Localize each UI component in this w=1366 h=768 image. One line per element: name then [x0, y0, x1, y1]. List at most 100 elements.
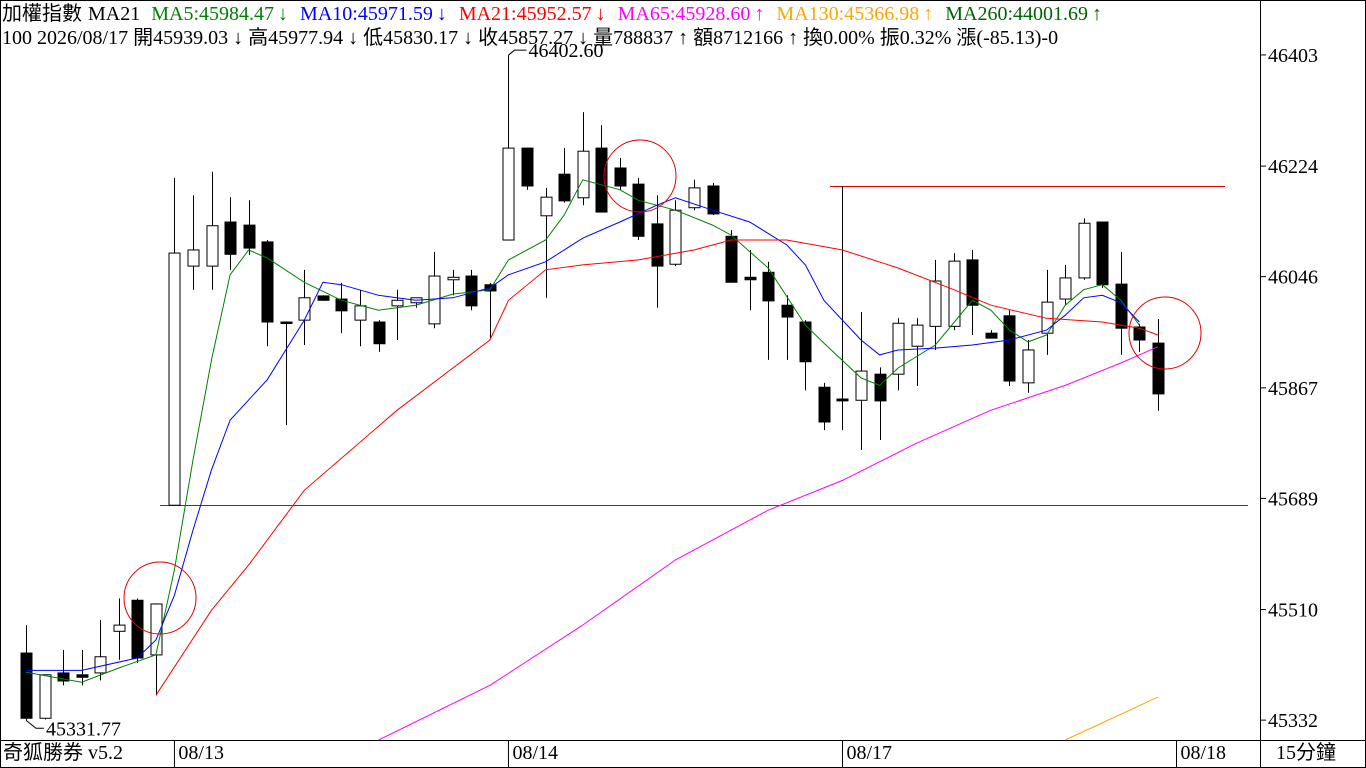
candle-body — [57, 672, 70, 682]
candle-body — [280, 321, 293, 325]
candle-body — [558, 173, 571, 202]
candle-body — [317, 295, 330, 301]
legend-text: MA260:44001.69 — [945, 3, 1089, 25]
x-tick-label: 08/13 — [178, 742, 224, 764]
y-tick-label: 45867 — [1268, 378, 1318, 400]
candle-body — [335, 298, 348, 312]
annotation-leader — [25, 719, 44, 729]
candle-body — [354, 305, 367, 321]
candle-body — [707, 185, 720, 215]
candle-body — [1022, 349, 1035, 384]
info-line: 100 2026/08/17 開45939.03 ↓ 高45977.94 ↓ 低… — [2, 26, 1258, 50]
candle-body — [874, 373, 887, 402]
candle-body — [1133, 326, 1146, 341]
x-tick-label: 08/17 — [846, 742, 892, 764]
annotation-leader — [508, 49, 527, 56]
period: 15分鐘 — [1276, 741, 1336, 764]
candle-body — [985, 332, 998, 339]
legend-trend: ↓ — [278, 3, 289, 25]
legend-entry: MA130:45366.98 ↑ — [776, 3, 939, 25]
x-tick-label: 08/14 — [512, 742, 558, 764]
y-tick-label: 45332 — [1268, 710, 1318, 732]
drawn-circle — [1128, 296, 1202, 370]
legend-text: MA5:45984.47 — [151, 3, 275, 25]
annotation-label: 45331.77 — [46, 718, 121, 740]
candle-body — [799, 321, 812, 363]
legend-trend: ↑ — [923, 3, 934, 25]
candle-body — [224, 221, 237, 255]
info: 100 2026/08/17 開45939.03 ↓ 高45977.94 ↓ 低… — [2, 27, 1059, 49]
ma-line — [26, 197, 1140, 671]
legend-trend: ↓ — [436, 3, 447, 25]
candle-body — [595, 147, 608, 213]
candle-body — [836, 398, 849, 402]
candle-body — [1059, 277, 1072, 300]
candle-body — [113, 624, 126, 632]
ma-line — [378, 346, 1159, 741]
candle-body — [948, 260, 961, 327]
plot — [20, 49, 1165, 741]
mode: MA21 — [88, 3, 141, 25]
brand: 奇狐勝券 v5.2 — [3, 741, 123, 764]
y-tick-label: 45689 — [1268, 488, 1318, 510]
candle-body — [1096, 221, 1109, 286]
candle-body — [651, 223, 664, 267]
candle-body — [632, 183, 645, 237]
legend-entry: MA5:45984.47 ↓ — [151, 3, 294, 25]
candle-body — [502, 147, 515, 241]
candle-body — [243, 224, 256, 249]
candle-body — [20, 652, 33, 719]
candle-body — [892, 322, 905, 375]
legend: 加權指數 MA21 MA5:45984.47 ↓ MA10:45971.59 ↓ MA21… — [2, 2, 1258, 26]
candle-body — [187, 249, 200, 267]
drawn-circle — [123, 561, 197, 635]
legend-text: MA65:45928.60 — [617, 3, 751, 25]
candle-body — [206, 225, 219, 267]
candle-body — [577, 150, 590, 199]
candle-body — [39, 674, 52, 719]
y-tick-label: 46224 — [1268, 156, 1318, 178]
candle-body — [911, 324, 924, 347]
candle-body — [1115, 283, 1128, 329]
candle-body — [725, 235, 738, 283]
candle-body — [855, 370, 868, 401]
candle-body — [781, 304, 794, 318]
candle-body — [929, 280, 942, 327]
candle-body — [391, 299, 404, 307]
legend-trend: ↑ — [1092, 3, 1103, 25]
candle-body — [762, 271, 775, 302]
candle-body — [966, 259, 979, 306]
candle-body — [76, 674, 89, 678]
candle-body — [744, 276, 757, 281]
candle-body — [1003, 315, 1016, 382]
legend-text: MA130:45366.98 — [776, 3, 920, 25]
candle-body — [521, 147, 534, 187]
candle-body — [447, 276, 460, 281]
legend-text: MA10:45971.59 — [300, 3, 433, 25]
candle-body — [818, 386, 831, 423]
annotation-label: 46402.60 — [528, 40, 603, 62]
y-tick-label: 46046 — [1268, 267, 1318, 289]
candle-body — [261, 241, 274, 323]
legend-entry: MA260:44001.69 ↑ — [945, 3, 1108, 25]
candle-body — [1078, 222, 1091, 279]
legend-text: MA21:45952.57 — [458, 3, 592, 25]
x-tick-label: 08/18 — [1180, 742, 1226, 764]
index-name: 加權指數 — [2, 3, 82, 25]
legend-entry: MA10:45971.59 ↓ — [300, 3, 453, 25]
candle-body — [669, 209, 682, 265]
legend-trend: ↓ — [595, 3, 606, 25]
legend-entry: MA21:45952.57 ↓ — [459, 3, 612, 25]
y-tick-label: 45510 — [1268, 600, 1318, 622]
candle-body — [688, 187, 701, 209]
y-tick-label: 46403 — [1268, 45, 1318, 67]
legend-trend: ↑ — [754, 3, 765, 25]
candle-body — [614, 167, 627, 187]
legend-entry: MA65:45928.60 ↑ — [618, 3, 771, 25]
candle-body — [540, 196, 553, 217]
ma-line — [155, 239, 1159, 696]
candle-body — [168, 252, 181, 506]
ma-line — [25, 179, 1140, 683]
candle-body — [298, 297, 311, 321]
